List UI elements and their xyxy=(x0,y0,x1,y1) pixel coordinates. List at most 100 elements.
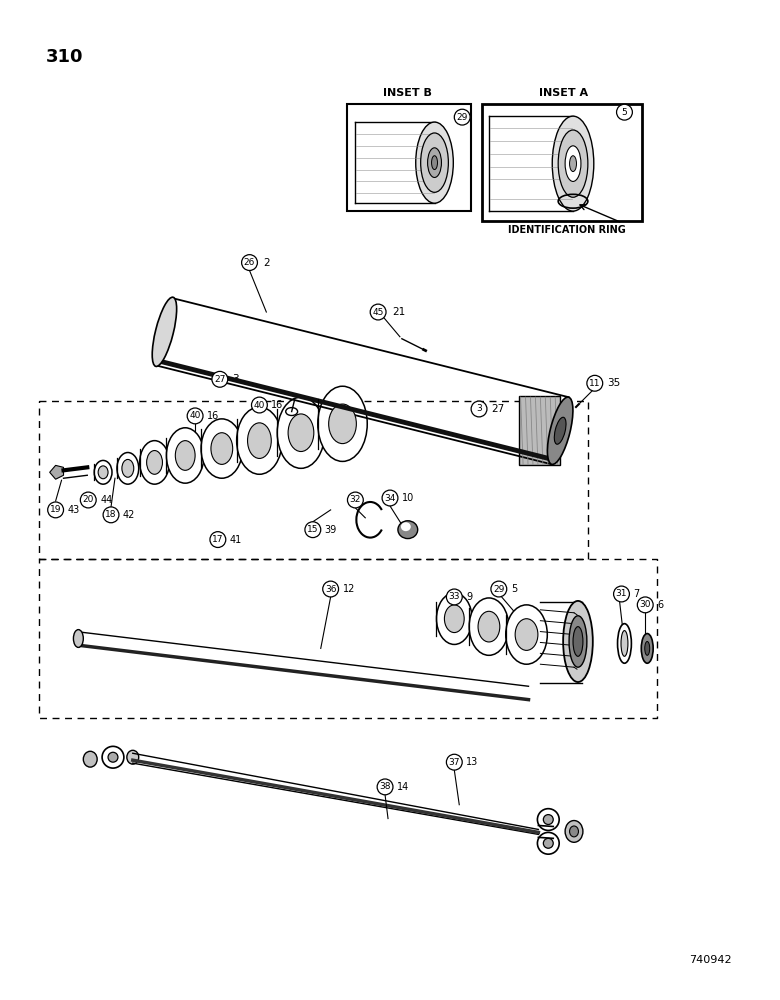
Text: 2: 2 xyxy=(264,258,270,268)
Bar xyxy=(482,104,642,221)
Ellipse shape xyxy=(122,459,133,477)
Text: 42: 42 xyxy=(123,510,135,520)
Text: 29: 29 xyxy=(493,585,505,594)
Text: 12: 12 xyxy=(342,584,355,594)
Text: 11: 11 xyxy=(589,379,601,388)
Ellipse shape xyxy=(328,404,356,444)
Text: 740942: 740942 xyxy=(689,955,732,965)
Text: 15: 15 xyxy=(307,525,318,534)
Text: INSET A: INSET A xyxy=(538,88,587,98)
Ellipse shape xyxy=(176,441,195,470)
Ellipse shape xyxy=(98,466,108,479)
Text: 26: 26 xyxy=(244,258,255,267)
Circle shape xyxy=(48,502,63,518)
Ellipse shape xyxy=(621,631,628,656)
Circle shape xyxy=(446,589,463,605)
Ellipse shape xyxy=(166,428,204,483)
Text: 9: 9 xyxy=(466,592,473,602)
Text: 35: 35 xyxy=(608,378,621,388)
Ellipse shape xyxy=(505,605,548,664)
Ellipse shape xyxy=(398,521,418,539)
Circle shape xyxy=(616,104,633,120)
Circle shape xyxy=(323,581,339,597)
Ellipse shape xyxy=(73,630,83,647)
Ellipse shape xyxy=(401,522,411,531)
Ellipse shape xyxy=(427,148,441,177)
Text: IDENTIFICATION RING: IDENTIFICATION RING xyxy=(508,225,626,235)
Ellipse shape xyxy=(563,601,593,682)
Circle shape xyxy=(370,304,386,320)
Text: 43: 43 xyxy=(68,505,80,515)
Text: 3: 3 xyxy=(232,374,239,384)
Ellipse shape xyxy=(618,624,631,663)
Text: 5: 5 xyxy=(511,584,517,594)
Ellipse shape xyxy=(569,616,587,667)
Ellipse shape xyxy=(420,133,448,192)
Ellipse shape xyxy=(211,433,232,464)
Text: 6: 6 xyxy=(657,600,663,610)
Text: 19: 19 xyxy=(50,505,62,514)
Ellipse shape xyxy=(152,297,176,366)
Ellipse shape xyxy=(537,809,559,830)
Ellipse shape xyxy=(552,116,594,211)
Ellipse shape xyxy=(140,441,169,484)
Ellipse shape xyxy=(247,423,271,458)
Text: 27: 27 xyxy=(215,375,225,384)
Text: 20: 20 xyxy=(83,495,94,504)
Ellipse shape xyxy=(102,746,124,768)
Ellipse shape xyxy=(544,838,553,848)
Ellipse shape xyxy=(544,815,553,824)
Text: 17: 17 xyxy=(212,535,224,544)
Text: 16: 16 xyxy=(207,411,219,421)
Ellipse shape xyxy=(569,156,576,172)
Ellipse shape xyxy=(569,826,579,837)
Text: 30: 30 xyxy=(640,600,651,609)
Circle shape xyxy=(454,109,470,125)
Ellipse shape xyxy=(641,634,653,663)
Text: 36: 36 xyxy=(325,585,336,594)
Circle shape xyxy=(471,401,487,417)
Ellipse shape xyxy=(548,397,573,464)
Ellipse shape xyxy=(288,414,314,452)
Text: 21: 21 xyxy=(392,307,406,317)
Text: 45: 45 xyxy=(372,308,384,317)
Circle shape xyxy=(378,779,393,795)
Ellipse shape xyxy=(317,386,367,461)
Circle shape xyxy=(242,255,257,270)
Circle shape xyxy=(212,371,228,387)
Text: 31: 31 xyxy=(615,589,627,598)
Ellipse shape xyxy=(94,460,112,484)
Text: 10: 10 xyxy=(402,493,414,503)
Text: 32: 32 xyxy=(349,495,361,504)
Text: INSET B: INSET B xyxy=(384,88,432,98)
Circle shape xyxy=(187,408,203,424)
Text: 38: 38 xyxy=(379,782,391,791)
Ellipse shape xyxy=(277,397,324,468)
Text: 3: 3 xyxy=(476,404,482,413)
Ellipse shape xyxy=(573,627,583,656)
Ellipse shape xyxy=(555,417,566,444)
Text: 16: 16 xyxy=(271,400,284,410)
Ellipse shape xyxy=(565,821,583,842)
Text: 37: 37 xyxy=(448,758,460,767)
Circle shape xyxy=(347,492,363,508)
Text: 13: 13 xyxy=(466,757,478,767)
Circle shape xyxy=(587,375,603,391)
Ellipse shape xyxy=(127,750,139,764)
Ellipse shape xyxy=(147,451,162,474)
Circle shape xyxy=(80,492,96,508)
Circle shape xyxy=(614,586,629,602)
Circle shape xyxy=(382,490,398,506)
Text: 39: 39 xyxy=(324,525,337,535)
Ellipse shape xyxy=(236,407,282,474)
Bar xyxy=(347,104,471,211)
Text: 40: 40 xyxy=(254,401,265,410)
Text: 41: 41 xyxy=(230,535,242,545)
Text: 40: 40 xyxy=(190,411,200,420)
Ellipse shape xyxy=(416,122,453,203)
Circle shape xyxy=(103,507,119,523)
Text: 27: 27 xyxy=(491,404,504,414)
Text: 14: 14 xyxy=(397,782,410,792)
Ellipse shape xyxy=(478,611,500,642)
Ellipse shape xyxy=(558,130,588,197)
